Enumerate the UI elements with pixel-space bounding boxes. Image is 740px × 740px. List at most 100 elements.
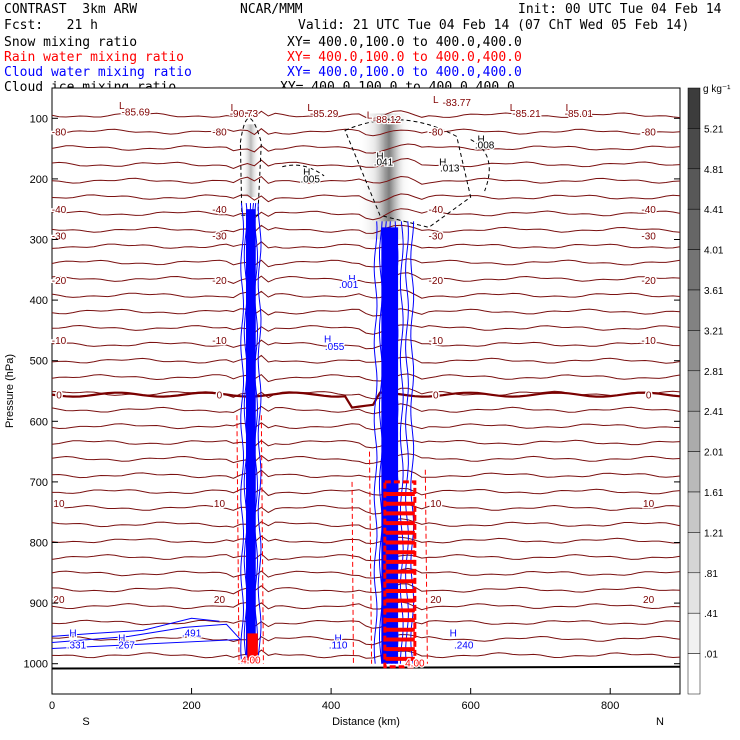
contour-label: .008 (475, 141, 495, 152)
isotherm-label: -30 (641, 231, 656, 242)
colorbar-swatch (687, 653, 701, 695)
isotherm-label: 20 (214, 595, 226, 606)
colorbar: 5.21 4.81 4.41 4.01 3.61 3.21 2.81 2.41 2.01 1.61… (687, 84, 731, 695)
cloud-water-contour-low (52, 617, 220, 637)
contour-label: 4.00 (241, 656, 261, 667)
isotherm-line (52, 193, 680, 203)
cloud-water-contour-west (257, 203, 262, 664)
contour-label: H (303, 167, 310, 178)
isotherm-label: -10 (212, 336, 227, 347)
isotherm-line (52, 453, 680, 465)
cloud-water-contour-east (373, 221, 378, 664)
contour-labels-layer: L-85.69 L-90.73L-85.29 L -88.12L -83.77 L-85.… (50, 94, 658, 671)
init-time: Init: 00 UTC Tue 04 Feb 14 (518, 2, 722, 17)
isotherm-line (52, 272, 680, 284)
isotherm-line (52, 308, 680, 317)
isotherm-label: -40 (641, 205, 656, 216)
isotherm-label: -40 (52, 205, 67, 216)
ground-line (52, 665, 680, 670)
contour-label: .055 (325, 342, 345, 353)
valid-time: Valid: 21 UTC Tue 04 Feb 14 (07 ChT Wed … (298, 18, 690, 33)
isotherm-label: 0 (56, 391, 62, 402)
isotherm-line (52, 241, 680, 250)
snow-shading-west (241, 124, 260, 198)
contour-label: .491 (182, 628, 202, 639)
colorbar-level-label: 4.81 (704, 165, 724, 176)
contour-label: .041 (374, 158, 394, 169)
isotherm-line (52, 439, 680, 449)
contour-label: .005 (300, 175, 320, 186)
contour-label: -85.29 (310, 109, 339, 120)
x-tick-label: 400 (322, 700, 340, 712)
colorbar-units: g kg⁻¹ (703, 84, 731, 95)
contour-label: H (439, 158, 446, 169)
cloud-ice-contour-far-east (470, 139, 490, 192)
colorbar-swatch (687, 249, 701, 291)
colorbar-swatch (687, 208, 701, 250)
y-tick-label: 600 (30, 416, 48, 428)
contour-label: .331 (67, 641, 87, 652)
cloud-water-contour-west (243, 203, 248, 664)
colorbar-level-label: 4.01 (704, 246, 724, 257)
contour-label: L (433, 95, 439, 106)
contour-label: H (376, 152, 383, 163)
isotherm-label: -10 (52, 336, 67, 347)
field-xy-cloud-water: XY= 400.0,100.0 to 400.0,400.0 (287, 65, 522, 80)
isotherm-label: 10 (430, 499, 442, 510)
colorbar-level-label: 3.21 (704, 326, 724, 337)
isotherm-line (52, 487, 680, 497)
isotherm-label: -80 (429, 128, 444, 139)
isotherm-line (52, 157, 680, 170)
colorbar-swatch (687, 370, 701, 412)
cloud-ice-contour-mid (282, 164, 325, 177)
cloud-water-contour-west (254, 203, 259, 664)
y-tick-label: 200 (30, 174, 48, 186)
cloud-water-contour-west (247, 203, 252, 664)
colorbar-swatch (687, 572, 701, 614)
isotherm-label: 0 (433, 391, 439, 402)
isotherm-label: 10 (214, 499, 226, 510)
contour-label: L (566, 103, 572, 114)
isotherm-label: -20 (52, 276, 67, 287)
field-xy-snow: XY= 400.0,100.0 to 400.0,400.0 (287, 35, 522, 50)
contour-label: L (367, 110, 373, 121)
isotherm-label: -10 (641, 336, 656, 347)
isotherm-label: -10 (429, 336, 444, 347)
y-tick-label: 400 (30, 295, 48, 307)
temperature-isotherms-layer (52, 110, 680, 670)
contour-label: 4.00 (405, 659, 425, 670)
isotherm-label: -40 (429, 205, 444, 216)
cloud-ice-contour-east (344, 119, 472, 228)
y-tick-label: 900 (30, 598, 48, 610)
colorbar-swatch (687, 532, 701, 574)
x-axis-title: Distance (km) (332, 716, 400, 728)
contour-label: -85.21 (512, 109, 541, 120)
isotherm-line (52, 583, 680, 595)
y-tick-label: 500 (30, 356, 48, 368)
contour-label: .267 (116, 641, 136, 652)
colorbar-level-label: 1.61 (704, 488, 724, 499)
isotherm-label: 10 (53, 499, 65, 510)
isotherm-label: 20 (53, 595, 65, 606)
isotherm-line (52, 649, 680, 659)
isotherm-line (52, 373, 680, 383)
isotherm-line (52, 601, 680, 611)
south-end-label: S (82, 716, 89, 728)
cloud-water-contour-west (250, 203, 255, 664)
contour-label: H (118, 633, 125, 644)
contour-label: .240 (454, 641, 474, 652)
contour-label: -90.73 (230, 109, 259, 120)
isotherm-line (52, 258, 680, 268)
contour-label: -88.12 (373, 115, 402, 126)
rain-contour-west (236, 415, 264, 664)
isotherm-label: -80 (641, 128, 656, 139)
contour-label: L (510, 103, 516, 114)
rain-core-west (247, 633, 258, 661)
colorbar-swatch (687, 168, 701, 210)
isotherm-line (52, 518, 680, 531)
isotherm-line (52, 469, 680, 479)
hydrometeor-contours-layer (52, 118, 490, 669)
contour-label: H (478, 135, 485, 146)
isotherm-line (52, 143, 680, 154)
isotherm-line (52, 567, 680, 579)
